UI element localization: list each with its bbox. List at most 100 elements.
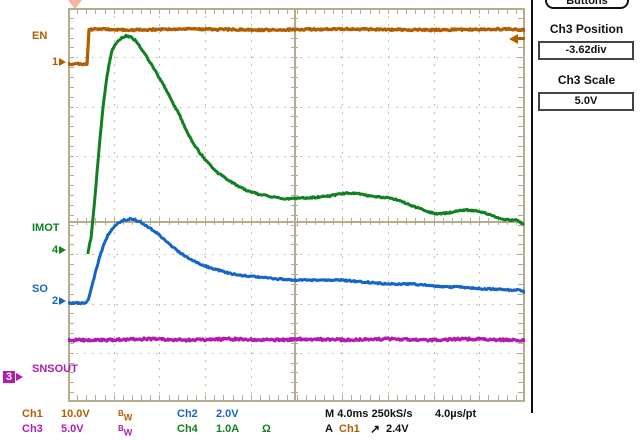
axis-tick-horizontal [406,218,407,225]
readout-ch4-coupling[interactable]: Ω [262,423,271,435]
grid-line-vertical [434,8,435,402]
readout-ch3-scale[interactable]: 5.0V [61,423,84,435]
axis-tick-vertical [291,323,298,324]
readout-trigger-level[interactable]: 2.4V [386,423,409,435]
axis-tick-horizontal [187,218,188,225]
ground-marker-ch4[interactable]: 4 [52,244,67,256]
frame-tick-right [518,87,524,88]
frame-tick-left [68,254,74,255]
frame-tick-bottom [324,395,325,401]
frame-tick-left [68,57,74,58]
frame-tick-bottom [297,395,298,401]
ch3-scale-value[interactable]: 5.0V [538,92,634,111]
frame-tick-left [68,363,74,364]
axis-tick-horizontal [443,218,444,225]
frame-tick-left [68,146,74,147]
frame-tick-bottom [488,395,489,401]
trace-label-en: EN [32,30,48,42]
axis-tick-horizontal [205,218,206,225]
ground-marker-arrow-icon [59,246,67,254]
frame-tick-right [518,353,524,354]
frame-tick-left [68,392,74,393]
frame-tick-right [518,343,524,344]
readout-bar: Ch1 10.0V BW Ch2 2.0V Ch3 5.0V BW Ch4 1.… [0,406,533,440]
frame-tick-bottom [452,395,453,401]
frame-tick-top [443,8,444,14]
frame-tick-left [68,77,74,78]
axis-tick-vertical [291,372,298,373]
frame-tick-left [68,313,74,314]
ground-marker-label: 3 [3,371,16,383]
ground-marker-ch1[interactable]: 1 [52,56,67,68]
frame-tick-bottom [105,395,106,401]
frame-tick-right [518,146,524,147]
trace-label-so: SO [32,283,48,295]
frame-tick-top [324,8,325,14]
ch3-position-title: Ch3 Position [549,22,624,36]
axis-tick-vertical [291,97,298,98]
readout-ch3-label[interactable]: Ch3 [22,423,43,435]
frame-tick-top [260,8,261,14]
frame-tick-bottom [114,395,115,401]
ground-marker-ch3[interactable]: 3 [3,371,24,383]
readout-ch2-label[interactable]: Ch2 [177,408,198,420]
frame-tick-bottom [516,395,517,401]
axis-tick-vertical [291,38,298,39]
ch3-scale-title: Ch3 Scale [557,73,616,87]
frame-tick-top [370,8,371,14]
axis-tick-horizontal [397,218,398,225]
axis-tick-horizontal [452,218,453,225]
frame-tick-bottom [443,395,444,401]
frame-tick-bottom [169,395,170,401]
frame-tick-left [68,87,74,88]
frame-tick-top [461,8,462,14]
readout-ch4-label[interactable]: Ch4 [177,423,198,435]
graticule-frame-right [523,8,525,402]
axis-tick-horizontal [315,218,316,225]
axis-tick-vertical [291,57,298,58]
frame-tick-bottom [278,395,279,401]
axis-tick-horizontal [114,218,115,225]
grid-line-vertical [159,8,160,402]
frame-tick-top [223,8,224,14]
frame-tick-right [518,304,524,305]
frame-tick-right [518,225,524,226]
ground-marker-label: 4 [52,244,59,256]
frame-tick-left [68,126,74,127]
frame-tick-left [68,18,74,19]
frame-tick-top [196,8,197,14]
frame-tick-bottom [287,395,288,401]
axis-tick-horizontal [132,218,133,225]
frame-tick-top [342,8,343,14]
axis-tick-horizontal [360,218,361,225]
frame-tick-left [68,215,74,216]
ground-marker-ch2[interactable]: 2 [52,295,67,307]
axis-tick-vertical [291,116,298,117]
buttons-badge[interactable]: Buttons [545,0,629,9]
frame-tick-left [68,136,74,137]
trigger-position-marker[interactable] [68,0,82,9]
frame-tick-left [68,333,74,334]
axis-tick-vertical [291,18,298,19]
readout-ch2-scale[interactable]: 2.0V [216,408,239,420]
frame-tick-bottom [242,395,243,401]
frame-tick-right [518,372,524,373]
frame-tick-bottom [223,395,224,401]
frame-tick-right [518,166,524,167]
ch3-position-value[interactable]: -3.62div [538,41,634,60]
axis-tick-vertical [291,294,298,295]
frame-tick-right [518,116,524,117]
ch1-trigger-level-arrow-icon[interactable] [509,34,518,44]
trace-label-snsout: SNSOUT [32,363,78,375]
readout-timebase[interactable]: M 4.0ms 250kS/s [325,408,413,420]
frame-tick-bottom [360,395,361,401]
frame-tick-bottom [141,395,142,401]
trigger-slope-rising-icon: ↗ [370,422,381,436]
frame-tick-bottom [397,395,398,401]
frame-tick-left [68,185,74,186]
readout-trigger-source[interactable]: Ch1 [339,423,360,435]
readout-ch1-label[interactable]: Ch1 [22,408,43,420]
frame-tick-left [68,235,74,236]
readout-ch1-scale[interactable]: 10.0V [61,408,90,420]
readout-ch4-scale[interactable]: 1.0A [216,423,240,435]
